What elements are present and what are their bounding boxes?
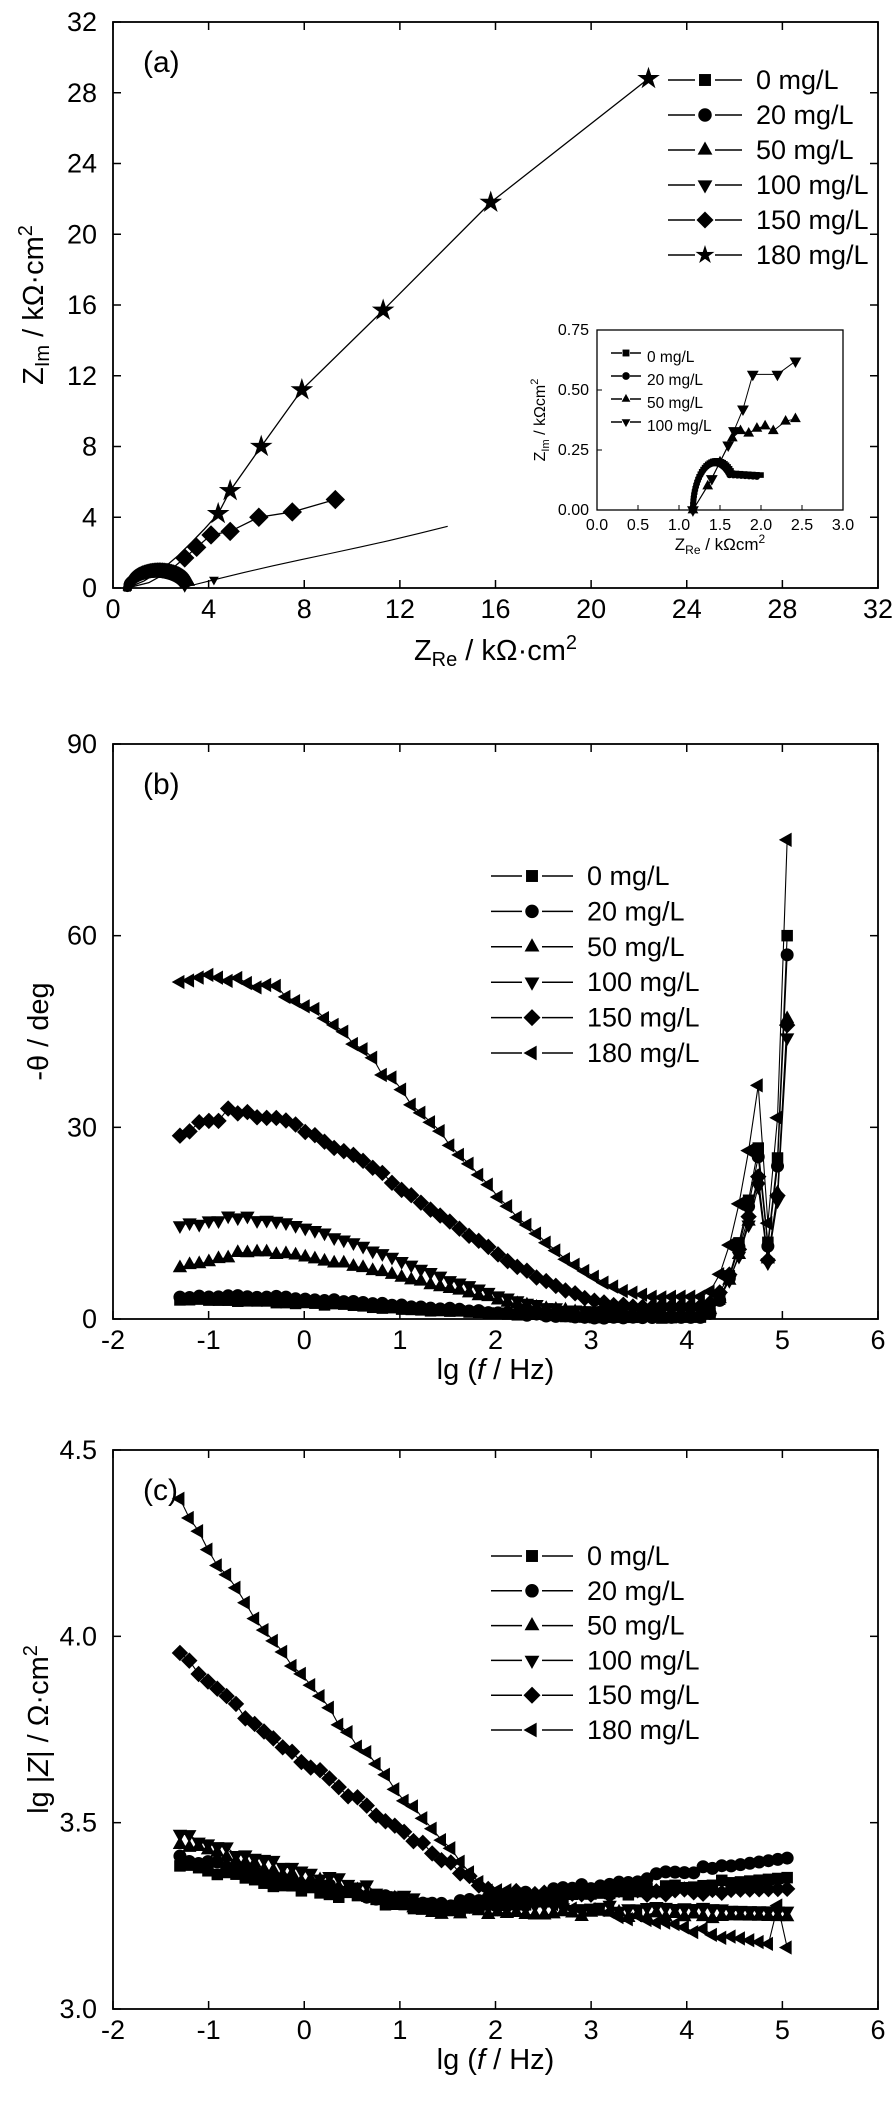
svg-text:ZRe / kΩcm2: ZRe / kΩcm2 bbox=[675, 532, 766, 557]
svg-text:lg (f / Hz): lg (f / Hz) bbox=[437, 1354, 555, 1386]
svg-text:180 mg/L: 180 mg/L bbox=[587, 1038, 700, 1068]
svg-text:6: 6 bbox=[870, 2015, 885, 2045]
svg-text:4.0: 4.0 bbox=[59, 1621, 97, 1651]
svg-text:20: 20 bbox=[576, 594, 606, 624]
svg-text:24: 24 bbox=[672, 594, 702, 624]
svg-text:20 mg/L: 20 mg/L bbox=[647, 372, 703, 389]
svg-text:28: 28 bbox=[767, 594, 797, 624]
svg-text:4.5: 4.5 bbox=[59, 1435, 97, 1465]
svg-text:0: 0 bbox=[105, 594, 120, 624]
svg-text:4: 4 bbox=[82, 502, 97, 532]
svg-text:3.0: 3.0 bbox=[832, 517, 854, 534]
svg-text:50 mg/L: 50 mg/L bbox=[756, 135, 854, 165]
svg-text:4: 4 bbox=[201, 594, 216, 624]
svg-text:12: 12 bbox=[385, 594, 415, 624]
svg-text:32: 32 bbox=[67, 7, 97, 37]
svg-text:50 mg/L: 50 mg/L bbox=[587, 1611, 685, 1641]
svg-text:0.75: 0.75 bbox=[558, 322, 589, 339]
svg-text:150 mg/L: 150 mg/L bbox=[587, 1003, 700, 1033]
svg-text:-2: -2 bbox=[101, 2015, 125, 2045]
svg-text:8: 8 bbox=[297, 594, 312, 624]
svg-text:0 mg/L: 0 mg/L bbox=[587, 861, 670, 891]
svg-text:4: 4 bbox=[679, 2015, 694, 2045]
svg-text:ZIm / kΩcm2: ZIm / kΩcm2 bbox=[529, 379, 552, 462]
svg-text:180 mg/L: 180 mg/L bbox=[756, 240, 869, 270]
svg-text:1.0: 1.0 bbox=[668, 517, 690, 534]
svg-text:16: 16 bbox=[480, 594, 510, 624]
svg-text:0 mg/L: 0 mg/L bbox=[587, 1541, 670, 1571]
svg-text:2.5: 2.5 bbox=[791, 517, 813, 534]
svg-text:0.0: 0.0 bbox=[586, 517, 608, 534]
svg-text:1.5: 1.5 bbox=[709, 517, 731, 534]
svg-text:(b): (b) bbox=[143, 768, 180, 801]
svg-text:1: 1 bbox=[392, 2015, 407, 2045]
svg-text:-1: -1 bbox=[197, 1325, 221, 1355]
svg-text:20 mg/L: 20 mg/L bbox=[587, 1576, 685, 1606]
svg-text:180 mg/L: 180 mg/L bbox=[587, 1715, 700, 1745]
svg-text:6: 6 bbox=[870, 1325, 885, 1355]
svg-text:90: 90 bbox=[67, 729, 97, 759]
svg-text:0.50: 0.50 bbox=[558, 382, 589, 399]
svg-text:0 mg/L: 0 mg/L bbox=[647, 349, 695, 366]
svg-text:30: 30 bbox=[67, 1112, 97, 1142]
svg-text:0.25: 0.25 bbox=[558, 442, 589, 459]
svg-text:16: 16 bbox=[67, 290, 97, 320]
svg-text:ZIm / kΩ·cm2: ZIm / kΩ·cm2 bbox=[15, 225, 54, 385]
svg-text:20: 20 bbox=[67, 219, 97, 249]
svg-text:3: 3 bbox=[584, 1325, 599, 1355]
svg-text:0: 0 bbox=[297, 1325, 312, 1355]
svg-text:1: 1 bbox=[392, 1325, 407, 1355]
svg-text:(a): (a) bbox=[143, 46, 180, 79]
svg-text:-θ / deg: -θ / deg bbox=[23, 982, 55, 1080]
svg-text:0: 0 bbox=[82, 1304, 97, 1334]
svg-text:0: 0 bbox=[297, 2015, 312, 2045]
svg-text:2: 2 bbox=[488, 2015, 503, 2045]
svg-text:28: 28 bbox=[67, 78, 97, 108]
svg-text:-1: -1 bbox=[197, 2015, 221, 2045]
svg-text:24: 24 bbox=[67, 149, 97, 179]
svg-text:lg |Z| / Ω·cm2: lg |Z| / Ω·cm2 bbox=[20, 1645, 55, 1814]
svg-text:150 mg/L: 150 mg/L bbox=[587, 1680, 700, 1710]
svg-text:32: 32 bbox=[863, 594, 893, 624]
svg-text:3.5: 3.5 bbox=[59, 1808, 97, 1838]
svg-text:0: 0 bbox=[82, 573, 97, 603]
svg-text:ZRe / kΩ·cm2: ZRe / kΩ·cm2 bbox=[414, 632, 577, 671]
svg-text:0 mg/L: 0 mg/L bbox=[756, 65, 839, 95]
svg-text:5: 5 bbox=[775, 1325, 790, 1355]
svg-text:50 mg/L: 50 mg/L bbox=[647, 395, 703, 412]
svg-text:150 mg/L: 150 mg/L bbox=[756, 205, 869, 235]
svg-text:3.0: 3.0 bbox=[59, 1994, 97, 2024]
svg-text:100 mg/L: 100 mg/L bbox=[756, 170, 869, 200]
svg-text:60: 60 bbox=[67, 921, 97, 951]
svg-text:12: 12 bbox=[67, 361, 97, 391]
svg-text:lg (f / Hz): lg (f / Hz) bbox=[437, 2044, 555, 2076]
svg-text:3: 3 bbox=[584, 2015, 599, 2045]
svg-text:8: 8 bbox=[82, 432, 97, 462]
svg-text:100 mg/L: 100 mg/L bbox=[587, 967, 700, 997]
svg-text:2: 2 bbox=[488, 1325, 503, 1355]
svg-text:20 mg/L: 20 mg/L bbox=[587, 896, 685, 926]
svg-text:100 mg/L: 100 mg/L bbox=[587, 1645, 700, 1675]
svg-text:-2: -2 bbox=[101, 1325, 125, 1355]
svg-text:0.5: 0.5 bbox=[627, 517, 649, 534]
svg-text:100 mg/L: 100 mg/L bbox=[647, 418, 712, 435]
svg-text:4: 4 bbox=[679, 1325, 694, 1355]
svg-text:5: 5 bbox=[775, 2015, 790, 2045]
svg-text:(c): (c) bbox=[143, 1474, 178, 1507]
svg-text:20 mg/L: 20 mg/L bbox=[756, 100, 854, 130]
svg-text:0.00: 0.00 bbox=[558, 502, 589, 519]
svg-text:50 mg/L: 50 mg/L bbox=[587, 932, 685, 962]
